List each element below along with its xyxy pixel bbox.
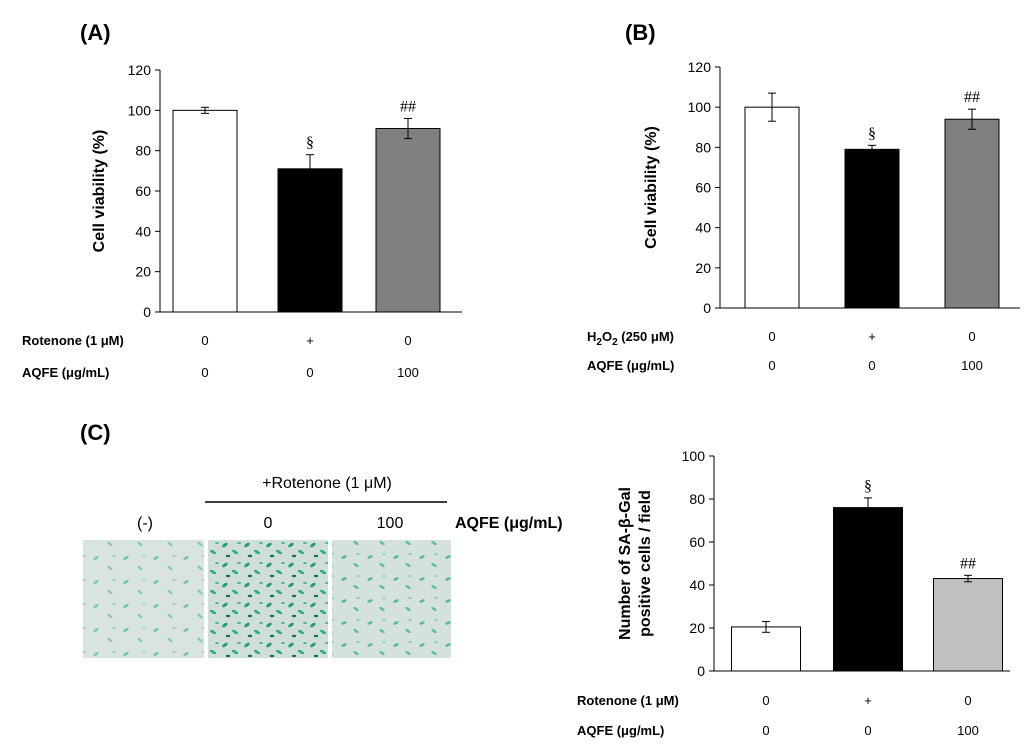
chart-c: 0 20 40 60 80 100 Number of SA-β-Gal positive c… (577, 448, 1010, 738)
y-tick-label: 100 (688, 99, 712, 115)
bar (277, 168, 343, 313)
row-value: 0 (762, 693, 769, 708)
y-tick-label: 0 (143, 304, 151, 320)
image-treatment-label: +Rotenone (1 μM) (262, 475, 392, 492)
y-tick-label: 80 (135, 143, 151, 159)
row-label: AQFE (μg/mL) (587, 358, 674, 373)
row-value: 100 (957, 723, 979, 738)
y-tick-label: 40 (135, 223, 151, 239)
image-label-100: 100 (377, 515, 404, 532)
row-label-sub: 2 (596, 337, 602, 348)
row-label: AQFE (μg/mL) (577, 723, 664, 738)
row-value: 100 (961, 358, 983, 373)
row-value: 0 (404, 333, 411, 348)
bar (744, 106, 800, 309)
bar (172, 109, 238, 313)
row-value: 0 (201, 333, 208, 348)
significance-mark: § (868, 125, 876, 142)
panel-label-a: (A) (80, 20, 111, 45)
y-tick-label: 20 (689, 620, 705, 636)
y-tick-label: 80 (689, 491, 705, 507)
row-value: 0 (768, 358, 775, 373)
significance-mark: ## (964, 89, 980, 106)
chart-a: 0 20 40 60 80 100 120 Cell viability (%) § ## Rote… (22, 62, 462, 380)
image-label-0: 0 (264, 515, 273, 532)
row-label-part: (250 μM) (618, 329, 674, 344)
row-value: 0 (968, 329, 975, 344)
y-tick-label: 60 (695, 180, 711, 196)
row-value: 0 (868, 358, 875, 373)
row-value: + (864, 693, 872, 708)
bar (933, 578, 1003, 672)
bar (944, 118, 1000, 309)
row-label: Rotenone (1 μM) (577, 693, 679, 708)
row-value: 0 (201, 365, 208, 380)
row-value: + (306, 333, 314, 348)
y-tick-label: 80 (695, 139, 711, 155)
y-tick-label: 40 (689, 577, 705, 593)
y-tick-label: 20 (135, 264, 151, 280)
y-axis-label: Cell viability (%) (91, 130, 108, 253)
micrograph-control (83, 540, 204, 658)
bar (375, 127, 441, 313)
row-label-sub: 2 (612, 337, 618, 348)
y-tick-label: 0 (703, 300, 711, 316)
bar (844, 148, 900, 309)
y-tick-label: 100 (682, 448, 706, 464)
micrograph-rotenone (208, 540, 328, 658)
bar (731, 626, 801, 672)
y-axis-label-line: positive cells / field (637, 490, 654, 637)
panel-label-b: (B) (625, 20, 656, 45)
significance-mark: ## (400, 98, 416, 115)
y-tick-label: 60 (689, 534, 705, 550)
image-label-control: (-) (137, 515, 153, 532)
row-label: AQFE (μg/mL) (22, 365, 109, 380)
significance-mark: ## (960, 555, 976, 572)
bar (833, 507, 903, 672)
y-tick-label: 60 (135, 183, 151, 199)
y-axis-label: Number of SA-β-Gal positive cells / field (617, 487, 654, 640)
row-value: 0 (762, 723, 769, 738)
row-label: Rotenone (1 μM) (22, 333, 124, 348)
y-tick-label: 120 (688, 59, 712, 75)
row-value: 0 (306, 365, 313, 380)
image-unit-label: AQFE (μg/mL) (455, 515, 563, 532)
row-value: 100 (397, 365, 419, 380)
y-tick-label: 120 (128, 62, 152, 78)
y-axis-label: Cell viability (%) (643, 126, 660, 249)
y-axis-label-line: Number of SA-β-Gal (617, 487, 634, 640)
row-value: 0 (768, 329, 775, 344)
row-value: 0 (864, 723, 871, 738)
y-tick-label: 20 (695, 260, 711, 276)
micrograph-aqfe (332, 540, 451, 658)
significance-mark: § (864, 478, 872, 495)
significance-mark: § (306, 135, 314, 152)
y-tick-label: 100 (128, 102, 152, 118)
y-tick-label: 40 (695, 220, 711, 236)
row-label-part: H (587, 329, 596, 344)
panel-label-c: (C) (80, 420, 111, 445)
row-value: 0 (964, 693, 971, 708)
row-label-part: O (602, 329, 612, 344)
row-label: H2O2 (250 μM) (587, 329, 674, 348)
row-value: + (868, 329, 876, 344)
y-tick-label: 0 (697, 663, 705, 679)
